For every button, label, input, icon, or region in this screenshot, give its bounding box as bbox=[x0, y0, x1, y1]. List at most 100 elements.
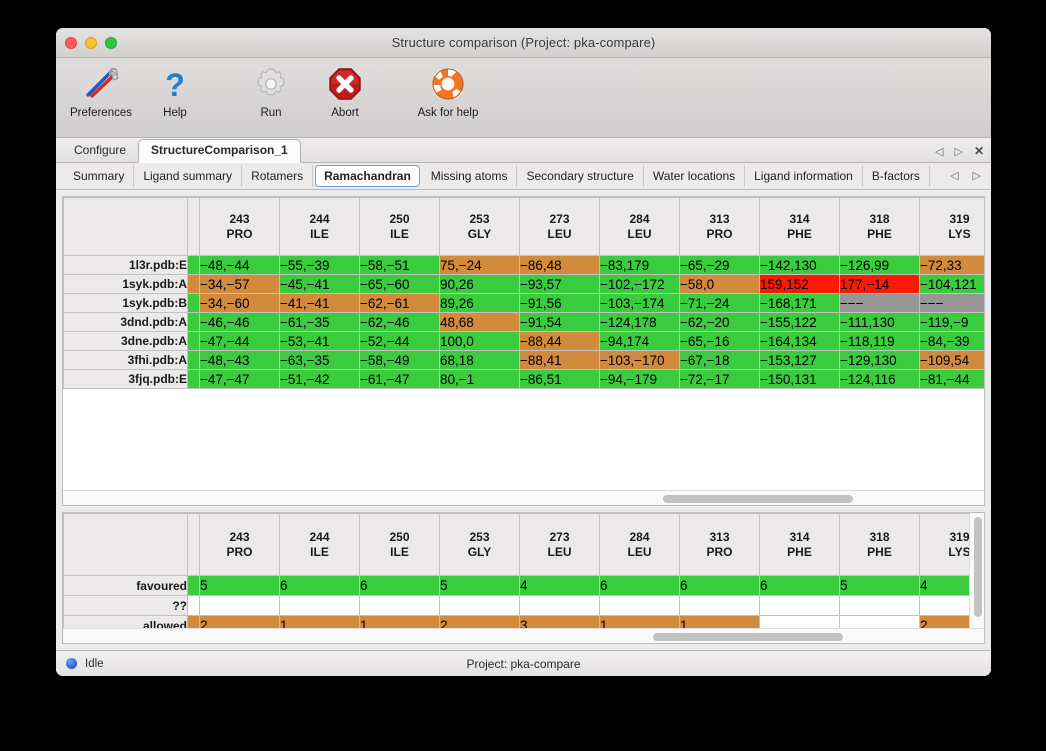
table-row[interactable]: 3fjq.pdb:E −47,−47 −51,−42 −61,−47 80,−1 −86,… bbox=[63, 369, 984, 389]
data-cell[interactable] bbox=[839, 595, 920, 616]
data-cell[interactable]: −103,−174 bbox=[599, 293, 680, 313]
data-cell[interactable]: −58,0 bbox=[679, 274, 760, 294]
doc-tab-structurecomparison-1[interactable]: StructureComparison_1 bbox=[138, 139, 301, 163]
data-cell[interactable] bbox=[439, 595, 520, 616]
table-row[interactable]: 1syk.pdb:B −34,−60 −41,−41 −62,−61 89,26 −91,… bbox=[63, 293, 984, 313]
data-cell[interactable]: −164,134 bbox=[759, 331, 840, 351]
tab-ramachandran[interactable]: Ramachandran bbox=[315, 165, 420, 187]
data-cell[interactable]: −81,−44 bbox=[919, 369, 984, 389]
data-cell[interactable]: 6 bbox=[679, 575, 760, 596]
tab-rotamers[interactable]: Rotamers bbox=[242, 165, 314, 187]
data-cell[interactable]: −53,−41 bbox=[279, 331, 360, 351]
scrollbar-thumb[interactable] bbox=[663, 495, 853, 503]
data-cell[interactable]: 5 bbox=[439, 575, 520, 596]
data-cell[interactable]: −102,−172 bbox=[599, 274, 680, 294]
data-cell[interactable]: −34,−57 bbox=[199, 274, 280, 294]
row-label[interactable]: 3fjq.pdb:E bbox=[63, 369, 188, 389]
data-cell[interactable]: −46,−46 bbox=[199, 312, 280, 332]
data-cell[interactable]: 89,26 bbox=[439, 293, 520, 313]
nav-left-icon[interactable]: ◁ bbox=[935, 145, 944, 158]
data-cell[interactable]: 4 bbox=[519, 575, 600, 596]
data-cell[interactable]: 48,68 bbox=[439, 312, 520, 332]
column-header-residue-313[interactable]: 313 PRO bbox=[679, 197, 760, 256]
data-cell[interactable]: −55,−39 bbox=[279, 255, 360, 275]
data-cell[interactable]: −65,−60 bbox=[359, 274, 440, 294]
column-header-residue-314[interactable]: 314 PHE bbox=[759, 197, 840, 256]
abort-button[interactable]: Abort bbox=[308, 64, 382, 119]
preferences-button[interactable]: Preferences bbox=[64, 64, 138, 119]
data-cell[interactable]: 100,0 bbox=[439, 331, 520, 351]
row-label[interactable]: 3dnd.pdb:A bbox=[63, 312, 188, 332]
data-cell[interactable]: −62,−46 bbox=[359, 312, 440, 332]
data-cell[interactable]: −61,−35 bbox=[279, 312, 360, 332]
data-cell[interactable]: 177,−14 bbox=[839, 274, 920, 294]
data-cell[interactable]: −150,131 bbox=[759, 369, 840, 389]
column-header-residue-243[interactable]: 243 PRO bbox=[199, 197, 280, 256]
data-cell[interactable]: −65,−29 bbox=[679, 255, 760, 275]
data-cell[interactable]: 5 bbox=[839, 575, 920, 596]
close-icon[interactable]: ✕ bbox=[973, 144, 984, 158]
data-cell[interactable] bbox=[359, 595, 440, 616]
data-cell[interactable]: 159,152 bbox=[759, 274, 840, 294]
data-cell[interactable]: −58,−49 bbox=[359, 350, 440, 370]
data-cell[interactable]: −67,−18 bbox=[679, 350, 760, 370]
data-cell[interactable] bbox=[919, 595, 984, 616]
data-cell[interactable]: −45,−41 bbox=[279, 274, 360, 294]
tab-water-locations[interactable]: Water locations bbox=[644, 165, 746, 187]
data-cell[interactable]: −−− bbox=[919, 293, 984, 313]
data-cell[interactable]: −52,−44 bbox=[359, 331, 440, 351]
data-cell[interactable] bbox=[199, 595, 280, 616]
data-cell[interactable]: −62,−20 bbox=[679, 312, 760, 332]
row-label[interactable]: favoured bbox=[63, 575, 188, 596]
data-cell[interactable]: −119,−9 bbox=[919, 312, 984, 332]
data-cell[interactable]: 6 bbox=[759, 575, 840, 596]
nav-right-icon[interactable]: ▷ bbox=[954, 145, 963, 158]
data-cell[interactable]: −94,−179 bbox=[599, 369, 680, 389]
data-cell[interactable]: −142,130 bbox=[759, 255, 840, 275]
column-header-residue-319[interactable]: 319 LYS bbox=[919, 197, 984, 256]
data-cell[interactable]: −111,130 bbox=[839, 312, 920, 332]
data-cell[interactable]: 75,−24 bbox=[439, 255, 520, 275]
data-cell[interactable]: 5 bbox=[199, 575, 280, 596]
run-button[interactable]: Run bbox=[234, 64, 308, 119]
row-label[interactable]: 1syk.pdb:B bbox=[63, 293, 188, 313]
data-cell[interactable]: −−− bbox=[839, 293, 920, 313]
data-cell[interactable]: −88,44 bbox=[519, 331, 600, 351]
data-cell[interactable] bbox=[599, 595, 680, 616]
data-cell[interactable]: −61,−47 bbox=[359, 369, 440, 389]
data-cell[interactable]: −118,119 bbox=[839, 331, 920, 351]
table-row[interactable]: favoured 5 6 6 5 4 6 6 6 5 4 bbox=[63, 575, 984, 596]
row-label[interactable]: 3fhi.pdb:A bbox=[63, 350, 188, 370]
row-label[interactable]: 1syk.pdb:A bbox=[63, 274, 188, 294]
data-cell[interactable]: −34,−60 bbox=[199, 293, 280, 313]
tab-ligand-information[interactable]: Ligand information bbox=[745, 165, 863, 187]
column-header-residue-313[interactable]: 313 PRO bbox=[679, 513, 760, 576]
data-cell[interactable]: −109,54 bbox=[919, 350, 984, 370]
bottom-vertical-scrollbar[interactable] bbox=[969, 513, 984, 643]
nav-left-icon[interactable]: ◁ bbox=[950, 170, 959, 182]
bottom-horizontal-scrollbar[interactable] bbox=[63, 628, 984, 643]
data-cell[interactable] bbox=[679, 595, 760, 616]
data-cell[interactable]: 6 bbox=[599, 575, 680, 596]
data-cell[interactable]: −71,−24 bbox=[679, 293, 760, 313]
data-cell[interactable]: −86,51 bbox=[519, 369, 600, 389]
data-cell[interactable]: −48,−44 bbox=[199, 255, 280, 275]
table-row[interactable]: 1l3r.pdb:E −48,−44 −55,−39 −58,−51 75,−24 −86… bbox=[63, 255, 984, 275]
data-cell[interactable]: −51,−42 bbox=[279, 369, 360, 389]
data-cell[interactable]: 6 bbox=[279, 575, 360, 596]
column-header-residue-243[interactable]: 243 PRO bbox=[199, 513, 280, 576]
minimize-window-button[interactable] bbox=[85, 36, 97, 49]
column-header-residue-250[interactable]: 250 ILE bbox=[359, 513, 440, 576]
data-cell[interactable]: −62,−61 bbox=[359, 293, 440, 313]
data-cell[interactable]: 6 bbox=[359, 575, 440, 596]
data-cell[interactable]: −47,−47 bbox=[199, 369, 280, 389]
ask-for-help-button[interactable]: Ask for help bbox=[400, 64, 496, 119]
data-cell[interactable]: 80,−1 bbox=[439, 369, 520, 389]
data-cell[interactable]: −155,122 bbox=[759, 312, 840, 332]
maximize-window-button[interactable] bbox=[105, 36, 117, 49]
data-cell[interactable]: −65,−16 bbox=[679, 331, 760, 351]
table-row[interactable]: 3dne.pdb:A −47,−44 −53,−41 −52,−44 100,0 −88,… bbox=[63, 331, 984, 351]
data-cell[interactable]: −72,−17 bbox=[679, 369, 760, 389]
column-header-residue-244[interactable]: 244 ILE bbox=[279, 197, 360, 256]
column-header-residue-284[interactable]: 284 LEU bbox=[599, 197, 680, 256]
